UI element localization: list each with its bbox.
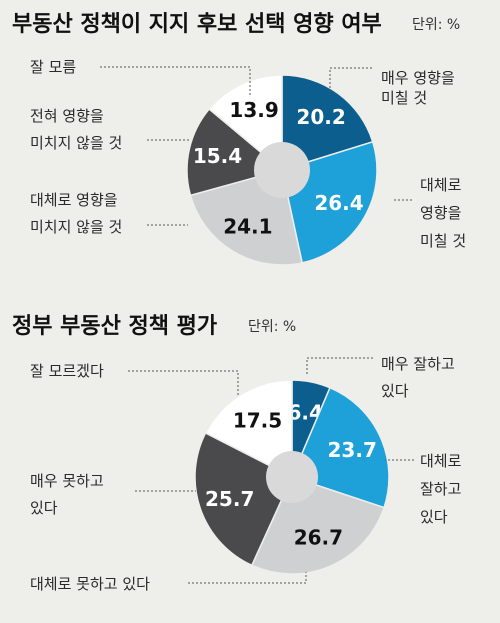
chart1-value-3: 24.1 — [223, 215, 272, 239]
chart1-unit: 단위: % — [412, 17, 460, 33]
chart1-value-4: 15.4 — [193, 144, 242, 168]
chart1-leader-lines — [100, 66, 412, 226]
chart2-slice-4 — [194, 431, 293, 567]
chart2-label-4: 매우 못하고 있다 — [30, 472, 109, 517]
chart2-label-5: 잘 모르겠다 — [30, 362, 104, 380]
chart2-label-1: 매우 잘하고 있다 — [381, 355, 460, 400]
chart1-title: 부동산 정책이 지지 후보 선택 영향 여부 — [12, 12, 382, 37]
chart2-label-2: 대체로 잘하고 있다 — [420, 452, 466, 526]
chart1-value-2: 26.4 — [314, 191, 363, 215]
chart1-value-5: 13.9 — [229, 98, 278, 122]
chart2-value-4: 25.7 — [205, 487, 254, 511]
chart1-slice-1 — [281, 74, 374, 172]
chart2-label-3: 대체로 못하고 있다 — [30, 575, 150, 593]
chart1-label-1: 매우 영향을 미칠 것 — [381, 69, 460, 107]
chart2-unit: 단위: % — [248, 319, 296, 335]
chart1-value-1: 20.2 — [296, 105, 345, 129]
chart2-value-2: 23.7 — [328, 438, 377, 462]
chart2-leader-lines — [128, 357, 414, 584]
chart1-slice-5 — [208, 74, 283, 172]
chart1-label-4: 전혀 영향을 미치지 않을 것 — [30, 107, 122, 152]
chart2-value-5: 17.5 — [233, 409, 282, 433]
chart1-center-hole — [254, 142, 310, 198]
chart2-value-3: 26.7 — [294, 526, 343, 550]
chart2-title: 정부 부동산 정책 평가 — [12, 314, 217, 339]
chart2-slice-5 — [204, 379, 293, 479]
chart1-label-2: 대체로 영향을 미칠 것 — [420, 176, 466, 250]
chart2-center-hole — [266, 451, 318, 503]
chart1-label-5: 잘 모름 — [30, 58, 76, 76]
chart1-label-3: 대체로 영향을 미치지 않을 것 — [30, 191, 122, 236]
